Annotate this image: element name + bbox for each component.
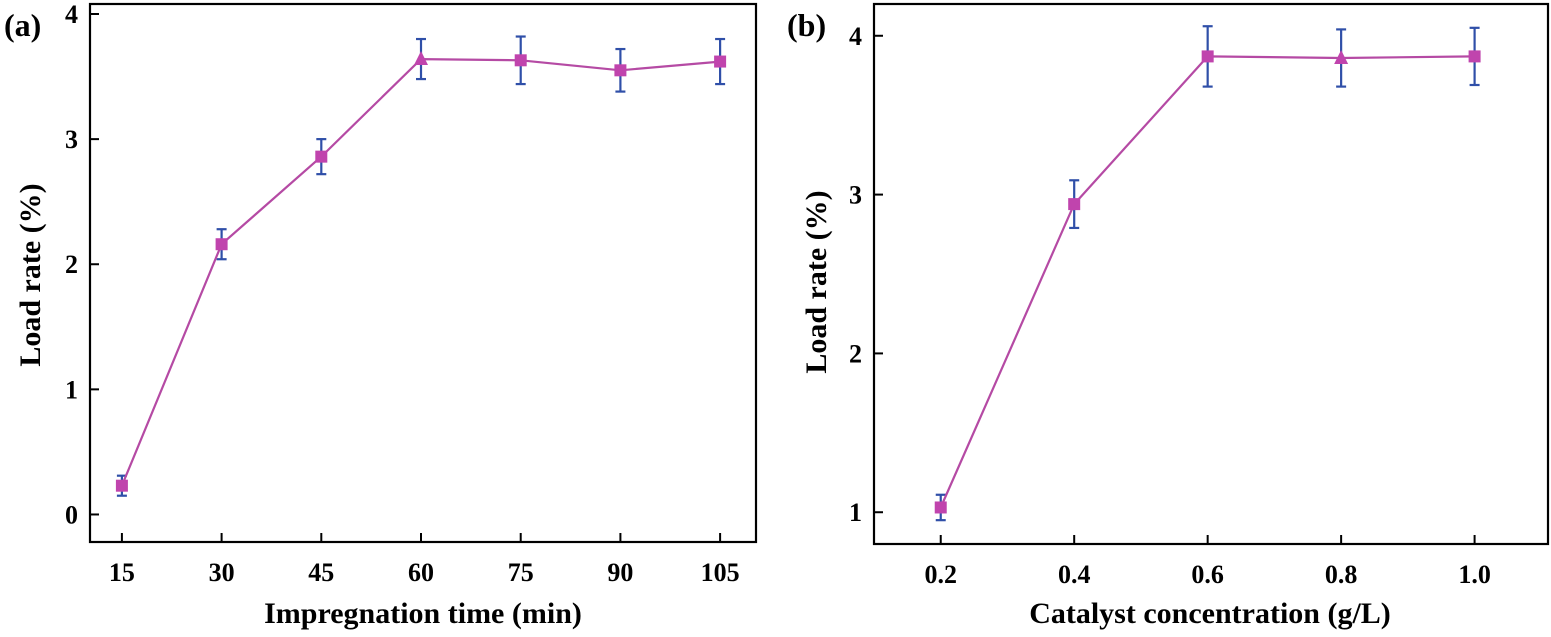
data-point-square (714, 55, 727, 68)
series-line-b (939, 55, 1475, 508)
series-line-a (120, 57, 721, 487)
x-tick-label: 105 (701, 558, 740, 587)
y-tick-label: 1 (849, 498, 862, 527)
x-tick-label: 30 (209, 558, 235, 587)
data-point-triangle (414, 51, 429, 66)
x-ticks-b: 0.2 0.4 0.6 0.8 1.0 (924, 535, 1491, 589)
y-tick-label: 4 (849, 22, 862, 51)
data-point-square (934, 501, 947, 514)
data-point-square (1068, 198, 1081, 211)
data-point-square (1201, 50, 1214, 63)
panel-label-a: (a) (4, 7, 41, 43)
y-tick-label: 3 (849, 181, 862, 210)
error-bars-a (116, 35, 726, 497)
data-point-triangle (1334, 50, 1349, 64)
markers-a (115, 51, 727, 492)
x-tick-label: 0.2 (924, 560, 957, 589)
y-tick-label: 2 (65, 250, 78, 279)
y-tick-label: 3 (65, 125, 78, 154)
data-point-square (115, 479, 128, 492)
data-point-square (614, 64, 627, 77)
plot-frame-a (88, 2, 758, 544)
x-tick-label: 0.8 (1325, 560, 1358, 589)
chart-panel-b: (b) 1 2 3 4 0.2 0.4 0.6 0.8 1.0 Catalyst concen… (787, 2, 1550, 630)
x-tick-label: 60 (408, 558, 434, 587)
y-axis-title-b: Load rate (%) (800, 190, 833, 373)
x-tick-label: 15 (109, 558, 135, 587)
data-point-square (1468, 50, 1481, 63)
error-bars-b (935, 25, 1480, 522)
y-axis-title-a: Load rate (%) (14, 183, 47, 366)
panel-label-b: (b) (787, 7, 826, 43)
y-tick-label: 2 (849, 339, 862, 368)
data-point-square (215, 238, 228, 251)
data-point-square (315, 150, 328, 163)
x-axis-title-b: Catalyst concentration (g/L) (1029, 597, 1391, 630)
x-tick-label: 90 (607, 558, 633, 587)
chart-panel-a: (a) 0 1 2 3 4 15 30 45 60 75 90 105 Impregnation t… (4, 0, 758, 630)
x-tick-label: 0.4 (1058, 560, 1091, 589)
y-tick-label: 1 (65, 375, 78, 404)
x-tick-label: 45 (308, 558, 334, 587)
y-tick-label: 0 (65, 500, 78, 529)
y-ticks-b: 1 2 3 4 (849, 22, 883, 527)
x-tick-label: 0.6 (1191, 560, 1224, 589)
markers-b (934, 50, 1481, 514)
series-line (120, 57, 721, 487)
y-tick-label: 4 (65, 0, 78, 29)
plot-frame-b (872, 2, 1550, 546)
x-tick-label: 75 (508, 558, 534, 587)
y-ticks-a: 0 1 2 3 4 (65, 0, 99, 529)
x-ticks-a: 15 30 45 60 75 90 105 (109, 533, 740, 587)
data-point-square (514, 54, 527, 67)
x-axis-title-a: Impregnation time (min) (264, 597, 582, 630)
x-tick-label: 1.0 (1458, 560, 1491, 589)
series-line (939, 55, 1475, 508)
